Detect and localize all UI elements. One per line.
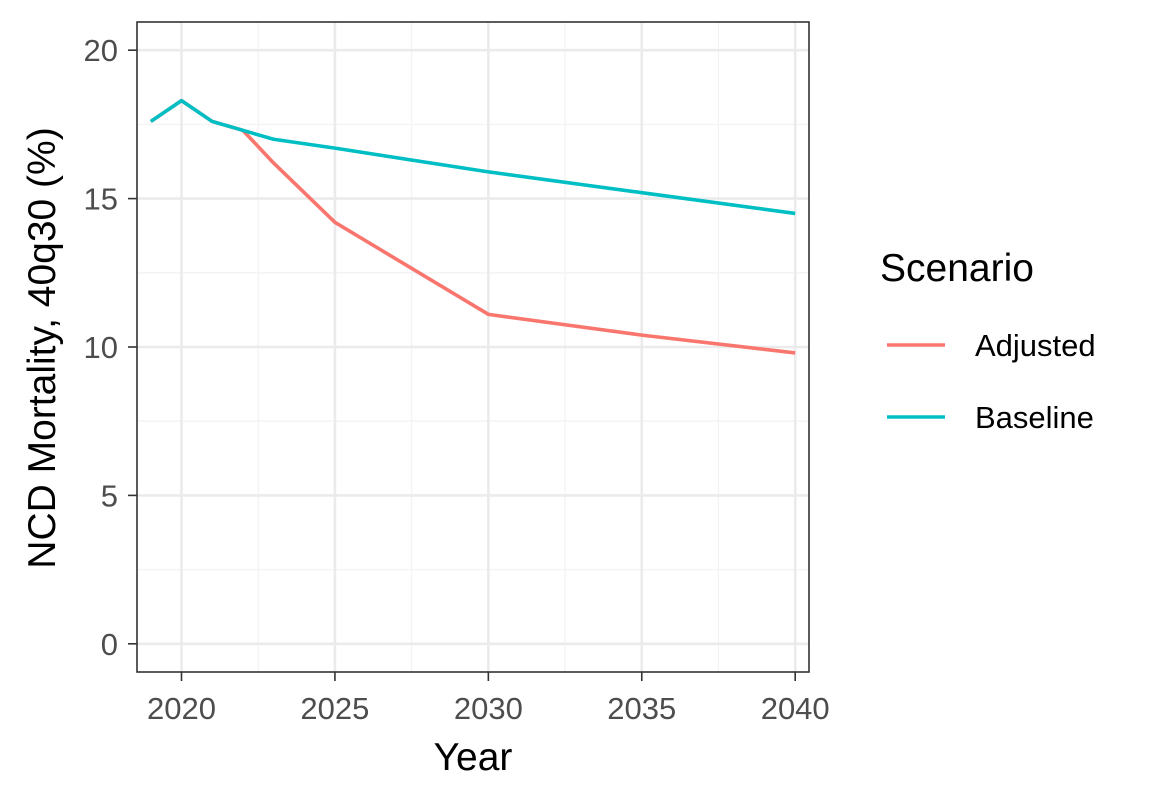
x-tick-label: 2020 xyxy=(147,691,216,726)
legend-items: Adjusted Baseline xyxy=(887,328,1096,435)
series-line-baseline xyxy=(149,98,796,216)
series-lines xyxy=(149,98,796,355)
y-tick-label: 10 xyxy=(84,330,118,365)
legend-title: Scenario xyxy=(880,247,1034,290)
legend-label-adjusted: Adjusted xyxy=(975,328,1096,363)
legend: Scenario Adjusted Baseline xyxy=(880,247,1096,435)
y-axis: 0 5 10 15 20 xyxy=(84,33,137,662)
x-tick-label: 2035 xyxy=(607,691,676,726)
y-tick-label: 5 xyxy=(101,478,118,513)
x-tick-label: 2040 xyxy=(761,691,830,726)
y-tick-label: 0 xyxy=(101,627,118,662)
x-tick-label: 2030 xyxy=(454,691,523,726)
x-axis: 2020 2025 2030 2035 2040 xyxy=(147,672,830,726)
y-tick-label: 20 xyxy=(84,33,118,68)
x-tick-label: 2025 xyxy=(300,691,369,726)
major-gridlines xyxy=(137,22,809,672)
legend-label-baseline: Baseline xyxy=(975,400,1094,435)
series-line-adjusted xyxy=(149,98,796,355)
x-axis-title: Year xyxy=(434,736,513,779)
y-axis-title: NCD Mortality, 40q30 (%) xyxy=(21,127,64,568)
y-tick-label: 15 xyxy=(84,182,118,217)
